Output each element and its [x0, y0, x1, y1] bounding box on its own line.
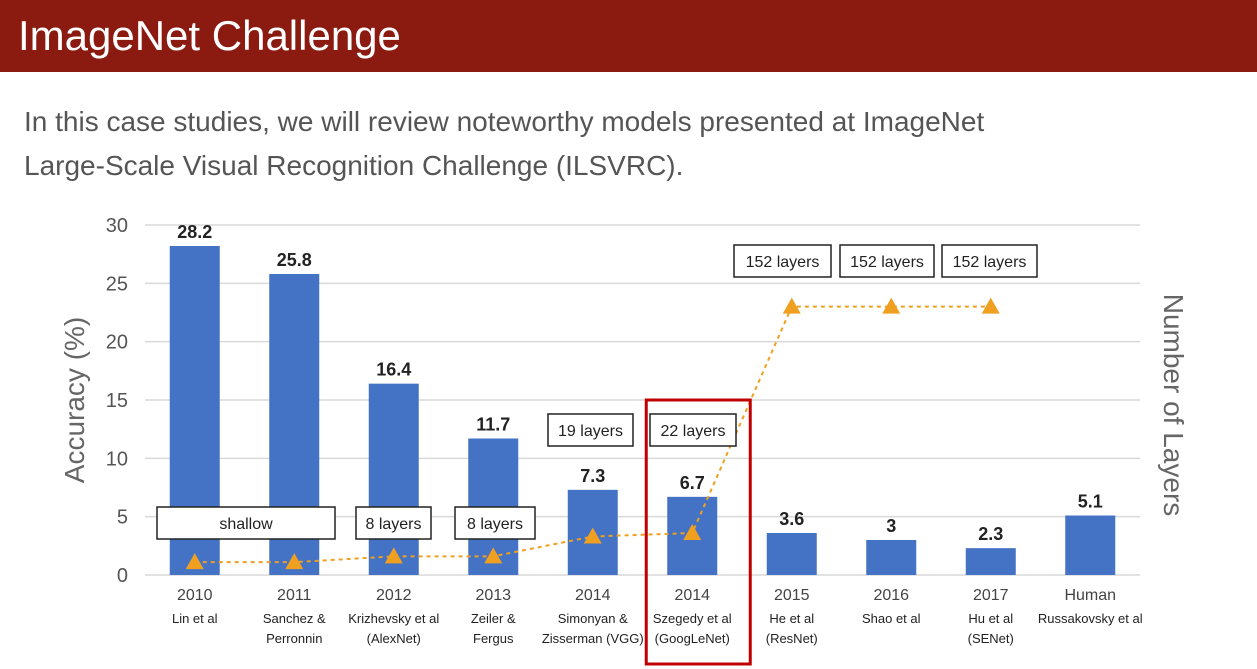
x-tick-model: (AlexNet)	[367, 631, 421, 646]
y-tick-label: 0	[117, 565, 128, 587]
y-tick-label: 20	[106, 332, 128, 354]
x-tick-year: 2013	[475, 587, 511, 604]
layers-marker	[185, 553, 204, 570]
intro-line-1: In this case studies, we will review not…	[24, 106, 985, 137]
x-tick-year: 2010	[177, 587, 213, 604]
layer-label: 8 layers	[467, 516, 523, 533]
layers-marker	[484, 547, 503, 564]
layer-label: 152 layers	[850, 254, 924, 271]
intro-text: In this case studies, we will review not…	[24, 100, 1224, 188]
bar-value-label: 2.3	[978, 524, 1003, 544]
x-tick-model: Fergus	[473, 631, 514, 646]
title-bar: ImageNet Challenge	[0, 0, 1257, 72]
x-tick-year: 2014	[674, 587, 710, 604]
layer-label-box	[733, 244, 832, 278]
layers-marker	[683, 524, 702, 540]
bar	[866, 540, 917, 575]
layer-label: 22 layers	[661, 423, 726, 440]
x-tick-model: (ResNet)	[766, 631, 818, 646]
intro-line-2: Large-Scale Visual Recognition Challenge…	[24, 150, 684, 181]
layers-marker	[882, 297, 901, 314]
layer-label: shallow	[219, 516, 273, 533]
bar-value-label: 25.8	[277, 250, 312, 270]
x-tick-model: (SENet)	[968, 631, 1014, 646]
bar-value-label: 3	[886, 516, 896, 536]
x-tick-year: 2011	[277, 587, 312, 604]
highlight-box	[644, 398, 752, 666]
layer-label-box	[839, 244, 935, 278]
x-tick-author: Shao et al	[862, 611, 921, 626]
layer-label: 8 layers	[365, 516, 421, 533]
bar-value-label: 28.2	[177, 222, 212, 242]
y-tick-label: 10	[106, 448, 128, 470]
bar-value-label: 16.4	[376, 360, 411, 380]
x-tick-author: Zeiler &	[471, 611, 516, 626]
layer-label-box	[547, 413, 634, 447]
x-tick-author: Simonyan &	[558, 611, 628, 626]
bar-value-label: 6.7	[680, 473, 705, 493]
bar	[1065, 515, 1116, 575]
x-tick-author: Sanchez &	[263, 611, 326, 626]
x-tick-author: Lin et al	[172, 611, 218, 626]
y-axis-title: Accuracy (%)	[59, 317, 90, 483]
layer-label: 152 layers	[953, 254, 1027, 271]
y-tick-label: 15	[106, 390, 128, 412]
y2-axis-title: Number of Layers	[1158, 294, 1189, 517]
x-tick-year: 2017	[973, 587, 1009, 604]
x-tick-year: 2016	[873, 587, 909, 604]
bar-value-label: 5.1	[1078, 492, 1103, 512]
layers-marker	[384, 547, 403, 564]
layer-label-box	[355, 506, 432, 540]
layer-label: 19 layers	[558, 423, 623, 440]
bar-value-label: 7.3	[580, 466, 605, 486]
layers-marker	[782, 297, 801, 314]
x-tick-author: He et al	[769, 611, 814, 626]
x-tick-author: Szegedy et al	[653, 611, 732, 626]
y-tick-label: 30	[106, 215, 128, 237]
x-tick-model: Perronnin	[266, 631, 322, 646]
layers-marker	[981, 297, 1000, 314]
bar-value-label: 3.6	[779, 509, 804, 529]
layer-label-box	[156, 506, 336, 540]
layer-label-box	[941, 244, 1038, 278]
layers-marker	[285, 553, 304, 570]
page-title: ImageNet Challenge	[18, 12, 401, 59]
bar	[965, 548, 1016, 575]
bar-value-label: 11.7	[476, 415, 510, 435]
x-tick-model: (GoogLeNet)	[655, 631, 730, 646]
y-tick-label: 25	[106, 273, 128, 295]
layer-label: 152 layers	[746, 254, 820, 271]
bar	[368, 383, 419, 575]
x-tick-author: Krizhevsky et al	[348, 611, 439, 626]
x-tick-author: Hu et al	[968, 611, 1013, 626]
y-tick-label: 5	[117, 507, 128, 529]
x-tick-model: Zisserman (VGG)	[542, 631, 644, 646]
x-tick-year: 2015	[774, 587, 810, 604]
layer-label-box	[454, 506, 536, 540]
x-tick-year: Human	[1064, 587, 1116, 604]
layers-marker	[583, 527, 602, 544]
x-tick-author: Russakovsky et al	[1038, 611, 1143, 626]
x-tick-year: 2012	[376, 587, 412, 604]
bar	[766, 533, 817, 575]
layer-label-box	[649, 413, 737, 447]
x-tick-year: 2014	[575, 587, 611, 604]
